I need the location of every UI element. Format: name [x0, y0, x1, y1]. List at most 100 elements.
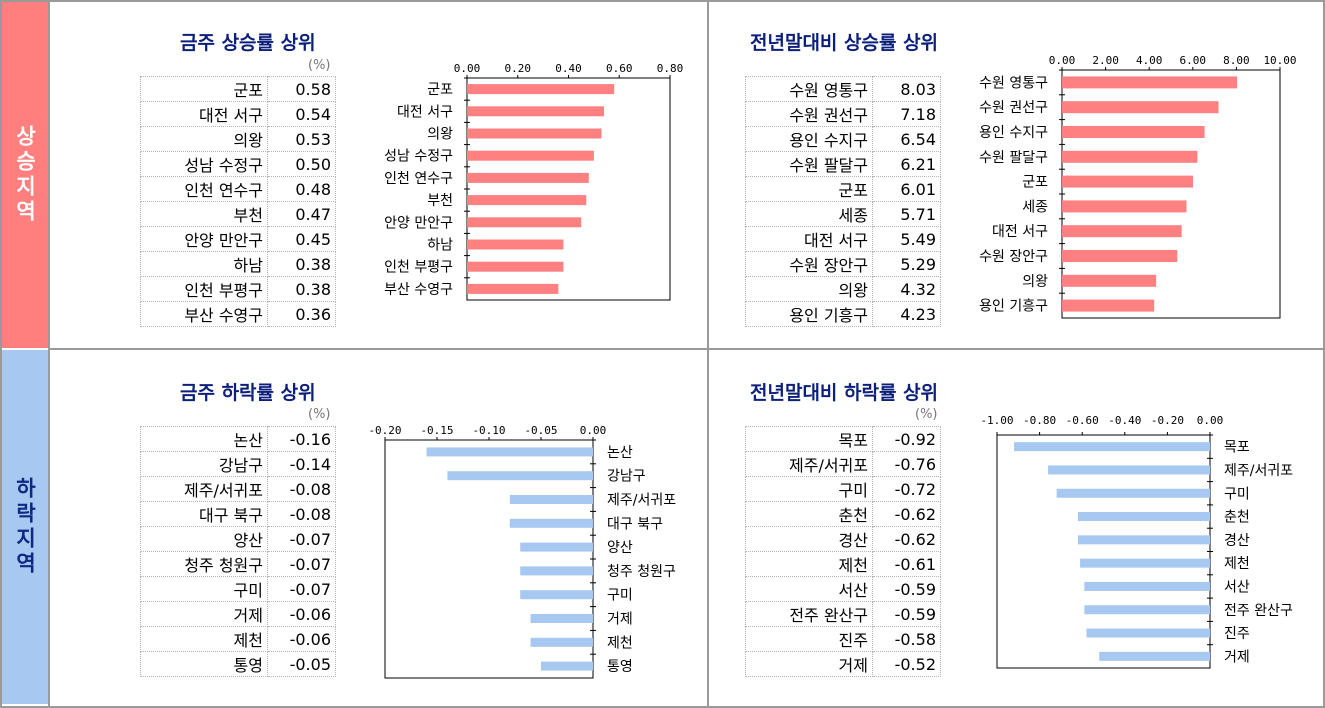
- rate-value-cell: 5.71: [872, 201, 941, 227]
- rate-value-cell: -0.07: [267, 576, 336, 602]
- category-label: 인천 연수구: [384, 171, 453, 187]
- table-row: 구미 -0.07: [140, 576, 336, 602]
- divider: [48, 0, 50, 708]
- bar: [1084, 605, 1210, 615]
- table-row: 수원 장안구 5.29: [745, 251, 941, 277]
- region-name-cell: 논산: [140, 426, 268, 452]
- category-label: 수원 장안구: [979, 249, 1048, 265]
- rate-value-cell: 0.54: [267, 101, 336, 127]
- bar: [1056, 488, 1210, 498]
- table-row: 의왕 0.53: [140, 126, 336, 152]
- category-label: 논산: [607, 445, 633, 461]
- region-name-cell: 세종: [745, 201, 873, 227]
- bar: [1077, 512, 1210, 522]
- rate-value-cell: 0.38: [267, 276, 336, 302]
- region-name-cell: 강남구: [140, 451, 268, 477]
- table-row: 제주/서귀포 -0.08: [140, 476, 336, 502]
- rate-value-cell: 5.29: [872, 251, 941, 277]
- category-label: 통영: [607, 659, 633, 675]
- table-row: 양산 -0.07: [140, 526, 336, 552]
- bar-chart-ytd-fall: -1.00 -0.80 -0.60 -0.40 -0.20 0.00목포제주/서귀포구미춘…: [980, 414, 1293, 669]
- rate-value-cell: -0.62: [872, 501, 941, 527]
- category-label: 수원 영통구: [979, 75, 1048, 91]
- rate-value-cell: -0.72: [872, 476, 941, 502]
- category-label: 대전 서구: [397, 104, 453, 120]
- rate-value-cell: -0.76: [872, 451, 941, 477]
- region-name-cell: 양산: [140, 526, 268, 552]
- region-name-cell: 제천: [745, 551, 873, 577]
- category-label: 부산 수영구: [384, 282, 453, 298]
- category-label: 용인 수지구: [979, 125, 1048, 141]
- table-row: 성남 수정구 0.50: [140, 151, 336, 177]
- rate-value-cell: 0.36: [267, 301, 336, 327]
- divider: [48, 348, 1323, 350]
- table-row: 하남 0.38: [140, 251, 336, 277]
- table-row: 용인 기흥구 4.23: [745, 301, 941, 327]
- table-row: 용인 수지구 6.54: [745, 126, 941, 152]
- region-name-cell: 수원 장안구: [745, 251, 873, 277]
- bar: [509, 518, 593, 528]
- category-label: 거제: [607, 612, 633, 628]
- bar: [467, 172, 589, 183]
- rate-value-cell: -0.08: [267, 476, 336, 502]
- panel-title-week-fall: 금주 하락률 상위: [180, 382, 316, 404]
- category-label: 목포: [1224, 440, 1250, 456]
- category-label: 성남 수정구: [384, 149, 453, 165]
- category-label: 거제: [1224, 649, 1250, 665]
- tick-label: 0.20: [505, 62, 532, 75]
- bar: [467, 128, 602, 139]
- category-label: 양산: [607, 540, 633, 556]
- region-name-cell: 부천: [140, 201, 268, 227]
- region-name-cell: 통영: [140, 651, 268, 677]
- rate-value-cell: -0.06: [267, 601, 336, 627]
- category-label: 안양 만안구: [384, 215, 453, 231]
- rate-value-cell: 6.21: [872, 151, 941, 177]
- rate-value-cell: 0.38: [267, 251, 336, 277]
- region-name-cell: 수원 팔달구: [745, 151, 873, 177]
- bar: [1062, 299, 1155, 312]
- category-label: 강남구: [607, 469, 646, 485]
- table-row: 부천 0.47: [140, 201, 336, 227]
- region-name-cell: 제주/서귀포: [140, 476, 268, 502]
- table-row: 춘천 -0.62: [745, 501, 941, 527]
- bar: [1077, 535, 1210, 545]
- rate-value-cell: 4.32: [872, 276, 941, 302]
- region-name-cell: 제천: [140, 626, 268, 652]
- region-name-cell: 하남: [140, 251, 268, 277]
- rate-value-cell: -0.61: [872, 551, 941, 577]
- tick-label: -0.80: [1023, 414, 1056, 427]
- tick-label: 0.00: [454, 62, 481, 75]
- region-name-cell: 구미: [745, 476, 873, 502]
- tick-label: 0.00: [580, 424, 607, 437]
- fall-region-label: 하락지역: [2, 350, 48, 704]
- tick-label: 4.00: [1136, 54, 1163, 67]
- rate-value-cell: 4.23: [872, 301, 941, 327]
- category-label: 의왕: [427, 127, 453, 143]
- table-row: 제주/서귀포 -0.76: [745, 451, 941, 477]
- table-row: 세종 5.71: [745, 201, 941, 227]
- table-row: 거제 -0.52: [745, 651, 941, 677]
- category-label: 부천: [427, 193, 453, 209]
- bar: [1062, 274, 1157, 287]
- bar: [509, 495, 593, 504]
- data-table-ytd-rise: 수원 영통구 8.03 수원 권선구 7.18 용인 수지구 6.54 수원 팔달구 6.21…: [745, 76, 941, 327]
- bar: [1062, 76, 1238, 89]
- bar: [1062, 200, 1187, 213]
- category-label: 인천 부평구: [384, 260, 453, 276]
- bar: [530, 614, 593, 623]
- category-label: 수원 권선구: [979, 100, 1048, 116]
- region-name-cell: 의왕: [745, 276, 873, 302]
- divider: [707, 0, 709, 708]
- category-label: 제주/서귀포: [1224, 463, 1293, 479]
- table-row: 인천 부평구 0.38: [140, 276, 336, 302]
- bar: [520, 542, 593, 552]
- region-name-cell: 용인 기흥구: [745, 301, 873, 327]
- bar: [467, 217, 582, 228]
- tick-label: -0.60: [1066, 414, 1099, 427]
- category-label: 수원 팔달구: [979, 150, 1048, 166]
- table-row: 목포 -0.92: [745, 426, 941, 452]
- table-row: 안양 만안구 0.45: [140, 226, 336, 252]
